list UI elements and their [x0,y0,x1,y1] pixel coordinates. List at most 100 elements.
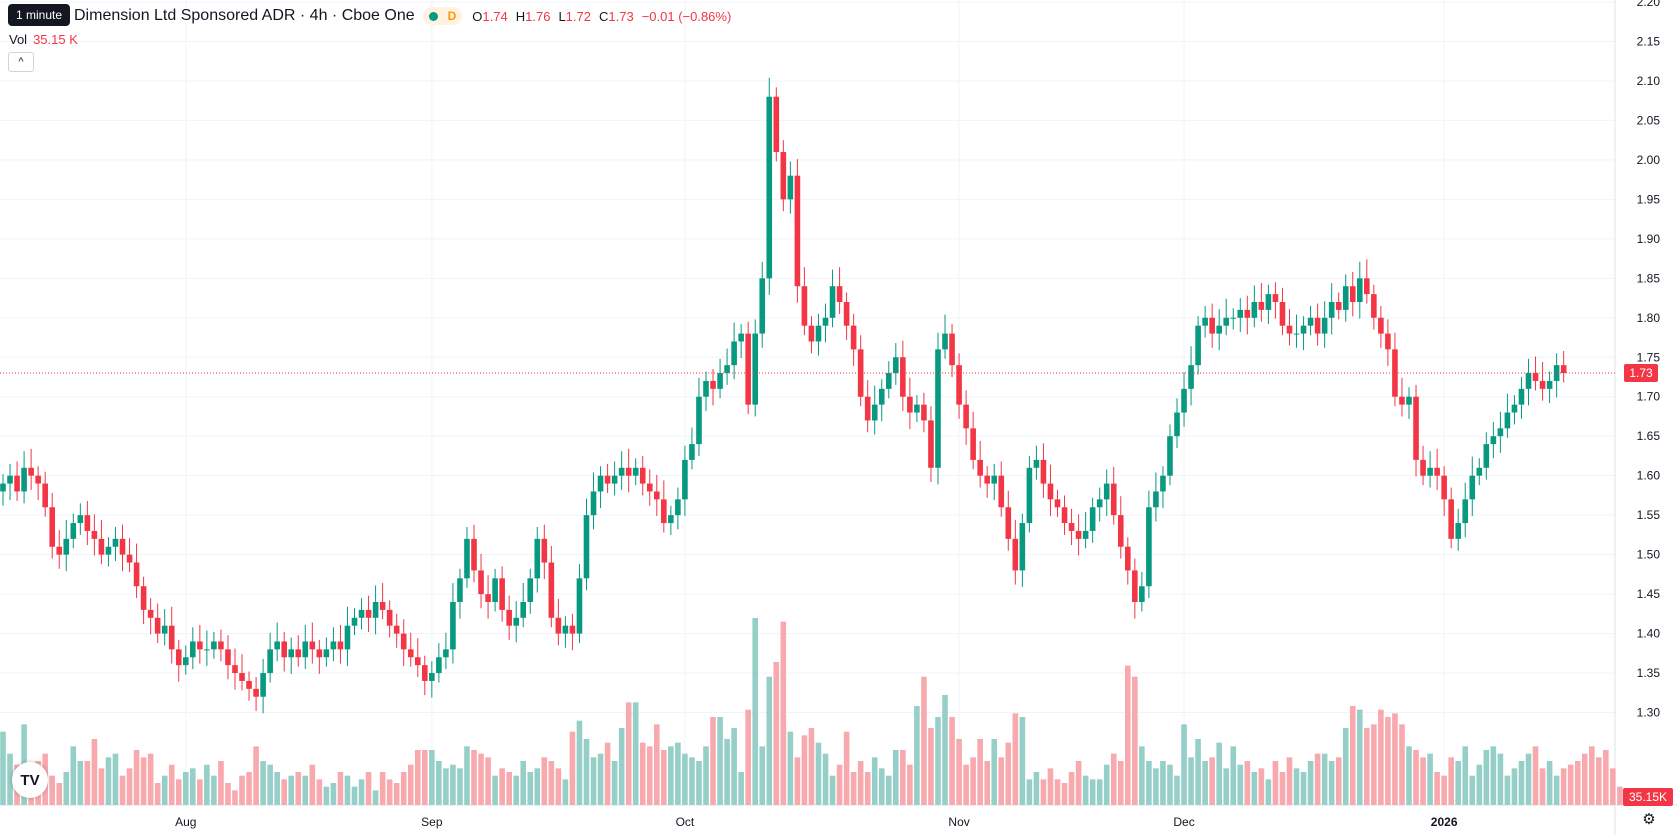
volume-bar [1385,717,1391,805]
candle-body [1385,333,1391,350]
collapse-legend-button[interactable]: ^ [8,52,34,72]
candle-body [710,380,716,389]
candle-body [393,625,400,634]
symbol-title[interactable]: Dimension Ltd Sponsored ADR · 4h · Cboe … [74,7,415,24]
candle-body [471,538,477,571]
volume-bar [1040,779,1047,805]
volume-bar [1617,786,1623,805]
candle-body [1202,317,1208,326]
last-price-badge [1624,364,1658,383]
candle-body [984,475,990,484]
candle-body [1279,302,1286,326]
volume-bar [429,750,435,805]
volume-bar [893,750,899,805]
candle-body [133,562,140,587]
candle-body [77,515,84,524]
candle-body [815,325,822,342]
volume-bar [1525,753,1532,805]
volume-bar [1300,772,1307,805]
volume-bar [1005,742,1012,805]
candle-body [646,483,653,492]
candle-body [56,546,63,555]
volume-bar [1117,761,1124,805]
volume-bar [56,783,63,805]
candle-body [1244,309,1251,318]
tradingview-logo-icon[interactable]: TV [12,762,48,798]
price-tick-label: 1.30 [1637,706,1661,720]
volume-bar [1420,757,1426,805]
volume-bar [1567,764,1574,805]
candle-body [970,428,976,460]
candle-body [1012,538,1019,571]
volume-bar [1195,739,1201,805]
volume-bar [857,761,864,805]
candle-body [1167,436,1173,476]
candle-body [1089,507,1096,531]
market-status-pill[interactable]: D [422,7,463,25]
volume-bar [689,757,695,805]
time-tick-label: 2026 [1431,815,1458,829]
volume-bar [604,742,611,805]
candle-body [1364,278,1370,295]
candle-body [724,365,730,374]
candle-body [457,578,463,602]
candle-body [1539,380,1546,389]
volume-bar [1286,757,1293,805]
candle-body [604,475,611,484]
candle-body [365,609,372,618]
candle-body [801,286,808,326]
settings-gear-icon[interactable]: ⚙ [1642,811,1656,828]
volume-bar [140,757,147,805]
price-tick-label: 2.10 [1637,74,1661,88]
volume-bar [703,746,709,805]
price-tick-label: 1.65 [1637,429,1661,443]
candle-body [281,641,287,658]
candle-body [808,325,815,342]
candle-body [1125,546,1131,571]
candle-body [119,538,126,555]
candle-body [1469,475,1476,500]
volume-bar [625,702,632,805]
volume-bar [1160,761,1166,805]
candle-body [696,396,702,445]
candle-body [1553,365,1560,381]
candle-body [1096,499,1103,508]
volume-bar [597,753,604,805]
volume-bar [900,750,906,805]
candle-body [316,649,323,658]
candle-body [963,404,969,429]
candle-body [527,578,534,602]
candle-body [977,459,983,476]
volume-bar [1490,746,1497,805]
volume-bar [400,772,407,805]
volume-bar [1082,775,1089,805]
candle-body [1511,404,1518,413]
candle-body [1293,333,1300,335]
volume-bar [1455,761,1462,805]
candle-body [703,380,709,397]
candle-body [548,562,555,618]
volume-bar [1610,768,1616,805]
candle-body [1448,499,1454,539]
volume-bar [1054,779,1061,805]
candle-body [1181,388,1187,413]
candle-body [274,641,280,650]
candle-body [168,625,175,650]
price-tick-label: 1.95 [1637,192,1661,206]
volume-bar [548,761,555,805]
volume-bar [295,772,302,805]
volume-bar [1434,772,1440,805]
volume-bar [204,764,210,805]
candle-body [1504,412,1511,429]
candle-body [661,499,667,524]
volume-value: 35.15 K [33,32,78,47]
volume-bar [1202,761,1208,805]
volume-bar [977,739,983,805]
volume-bar [984,761,990,805]
volume-bar [815,742,822,805]
candle-body [1483,444,1490,468]
candle-body [1420,459,1426,476]
volume-bar [1110,753,1117,805]
candle-body [246,680,252,689]
